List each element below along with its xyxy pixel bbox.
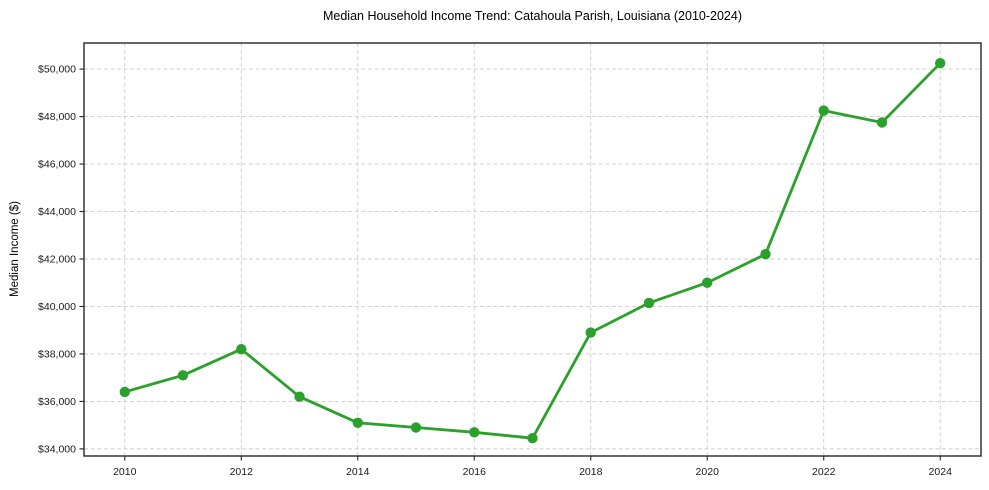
data-point bbox=[935, 58, 946, 69]
data-point bbox=[760, 249, 771, 260]
x-tick-label: 2024 bbox=[929, 466, 953, 478]
data-point bbox=[818, 105, 829, 116]
data-point bbox=[702, 277, 713, 288]
y-tick-label: $50,000 bbox=[38, 64, 76, 76]
axis-layer: $34,000 $36,000 $38,000 $40,000 $42,000 $44,0… bbox=[38, 42, 982, 478]
grid-layer bbox=[84, 43, 981, 456]
income-trend-line bbox=[123, 61, 942, 440]
data-point bbox=[119, 386, 130, 398]
chart-title: Median Household Income Trend: Catahoula… bbox=[322, 9, 742, 23]
data-point bbox=[410, 422, 422, 433]
y-tick-label: $40,000 bbox=[38, 301, 76, 313]
data-point bbox=[469, 427, 480, 438]
y-tick-label: $42,000 bbox=[38, 254, 76, 266]
x-tick-label: 2020 bbox=[696, 466, 720, 478]
y-tick-label: $48,000 bbox=[38, 111, 76, 123]
y-tick-label: $46,000 bbox=[38, 159, 76, 171]
y-tick-label: $44,000 bbox=[38, 206, 76, 218]
x-tick-label: 2022 bbox=[812, 466, 836, 478]
y-tick-label: $38,000 bbox=[38, 349, 76, 361]
y-tick-label: $34,000 bbox=[38, 443, 76, 455]
data-point bbox=[236, 344, 247, 355]
data-point bbox=[294, 391, 305, 402]
y-tick-label: $36,000 bbox=[38, 396, 76, 408]
data-point bbox=[177, 370, 189, 381]
data-point bbox=[527, 433, 538, 444]
x-tick-label: 2014 bbox=[346, 466, 370, 478]
data-point bbox=[876, 117, 888, 128]
x-tick-label: 2018 bbox=[579, 466, 603, 478]
data-point bbox=[352, 417, 363, 428]
plot-frame bbox=[83, 42, 982, 457]
data-point bbox=[643, 297, 655, 309]
x-tick-label: 2010 bbox=[113, 466, 137, 478]
x-tick-label: 2016 bbox=[463, 466, 487, 478]
series-layer bbox=[119, 58, 946, 444]
data-point bbox=[585, 327, 596, 338]
x-tick-label: 2012 bbox=[230, 466, 254, 478]
